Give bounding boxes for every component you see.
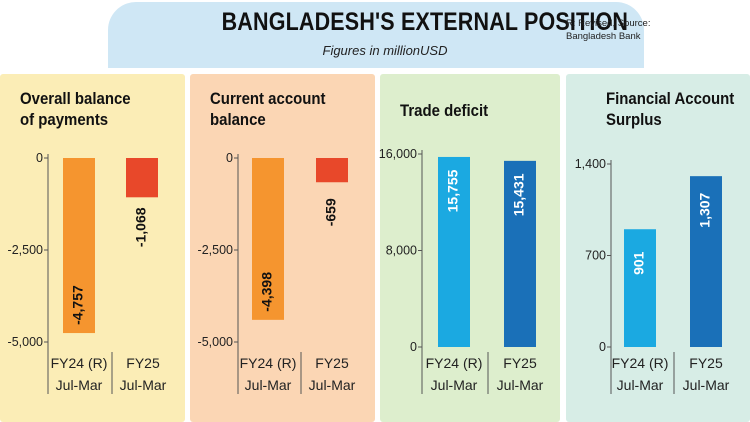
panel-title: Trade deficit	[400, 100, 488, 121]
chart-financial-account-surplus: 0 700 1,400 901 1,307 FY24 (R) Jul-Mar FY25 Jul-…	[575, 157, 730, 394]
panel-overall-balance-of-payments: Overall balance of payments 0 -2,500 -5,00…	[0, 74, 185, 422]
category-label: FY25	[315, 355, 349, 371]
data-label: 1,307	[697, 192, 713, 227]
data-label: 901	[631, 251, 647, 275]
bar	[690, 176, 722, 347]
category-label: FY24 (R)	[426, 355, 483, 371]
panel-financial-account-surplus: Financial Account Surplus 0 700 1,400 901 1,…	[566, 74, 750, 422]
chart-trade-deficit: 0 8,000 16,000 15,755 15,431 FY24 (R) Jul-Mar F…	[379, 147, 544, 394]
bar	[504, 160, 536, 347]
y-tick-label: 0	[226, 151, 233, 165]
header-banner	[108, 2, 644, 68]
category-label: Jul-Mar	[431, 377, 478, 393]
bar	[438, 156, 470, 347]
y-tick-label: 16,000	[379, 147, 417, 161]
y-tick-label: 0	[599, 340, 606, 354]
category-label: FY24 (R)	[612, 355, 669, 371]
data-label: -4,398	[259, 272, 275, 312]
data-label: -4,757	[70, 285, 86, 325]
data-label: -1,068	[133, 207, 149, 247]
category-label: Jul-Mar	[617, 377, 664, 393]
y-tick-label: 0	[36, 151, 43, 165]
category-label: FY25	[503, 355, 537, 371]
panel-title-line: Surplus	[606, 110, 662, 129]
bar	[63, 158, 95, 334]
category-label: Jul-Mar	[309, 377, 356, 393]
panel-title-line: Financial Account	[606, 89, 735, 108]
panel-title: Financial Account Surplus	[606, 88, 734, 130]
category-label: Jul-Mar	[683, 377, 730, 393]
y-tick-label: 8,000	[386, 244, 417, 258]
panel-title-line: of payments	[20, 110, 109, 129]
bar	[252, 158, 284, 320]
revised-source-note: R: Revised, Source:	[566, 18, 651, 29]
bar	[316, 158, 348, 183]
y-tick-label: -2,500	[8, 243, 43, 257]
data-label: 15,431	[511, 173, 527, 216]
y-tick-label: -5,000	[198, 335, 233, 349]
panel-title-line: Overall balance	[20, 89, 131, 108]
y-tick-label: 0	[410, 340, 417, 354]
y-tick-label: -2,500	[198, 243, 233, 257]
category-label: Jul-Mar	[56, 377, 103, 393]
panel-title: Current account balance	[210, 88, 326, 130]
category-label: Jul-Mar	[497, 377, 544, 393]
data-label: -659	[323, 198, 339, 226]
category-label: Jul-Mar	[120, 377, 167, 393]
category-label: Jul-Mar	[245, 377, 292, 393]
infographic-title: BANGLADESH'S EXTERNAL POSITION	[221, 8, 629, 36]
category-label: FY25	[689, 355, 723, 371]
source-name: Bangladesh Bank	[566, 31, 641, 42]
panel-trade-deficit: Trade deficit 0 8,000 16,000 15,755 15,431 FY…	[379, 74, 560, 422]
data-label: 15,755	[445, 169, 461, 212]
bar	[126, 158, 158, 198]
chart-overall-balance-of-payments: 0 -2,500 -5,000 -4,757 -1,068 FY24 (R) Jul-Mar…	[8, 151, 167, 394]
panel-title-line: balance	[210, 110, 266, 129]
category-label: FY25	[126, 355, 160, 371]
y-tick-label: 700	[585, 249, 606, 263]
panel-title-line: Trade deficit	[400, 101, 489, 120]
units-subtitle: Figures in millionUSD	[322, 43, 448, 58]
panel-title: Overall balance of payments	[20, 88, 131, 130]
chart-current-account-balance: 0 -2,500 -5,000 -4,398 -659 FY24 (R) Jul-Mar FY…	[198, 151, 356, 394]
y-tick-label: 1,400	[575, 157, 606, 171]
category-label: FY24 (R)	[51, 355, 108, 371]
panel-current-account-balance: Current account balance 0 -2,500 -5,000 -4,…	[190, 74, 375, 422]
panel-title-line: Current account	[210, 89, 326, 108]
category-label: FY24 (R)	[240, 355, 297, 371]
bar	[624, 229, 656, 347]
y-tick-label: -5,000	[8, 335, 43, 349]
